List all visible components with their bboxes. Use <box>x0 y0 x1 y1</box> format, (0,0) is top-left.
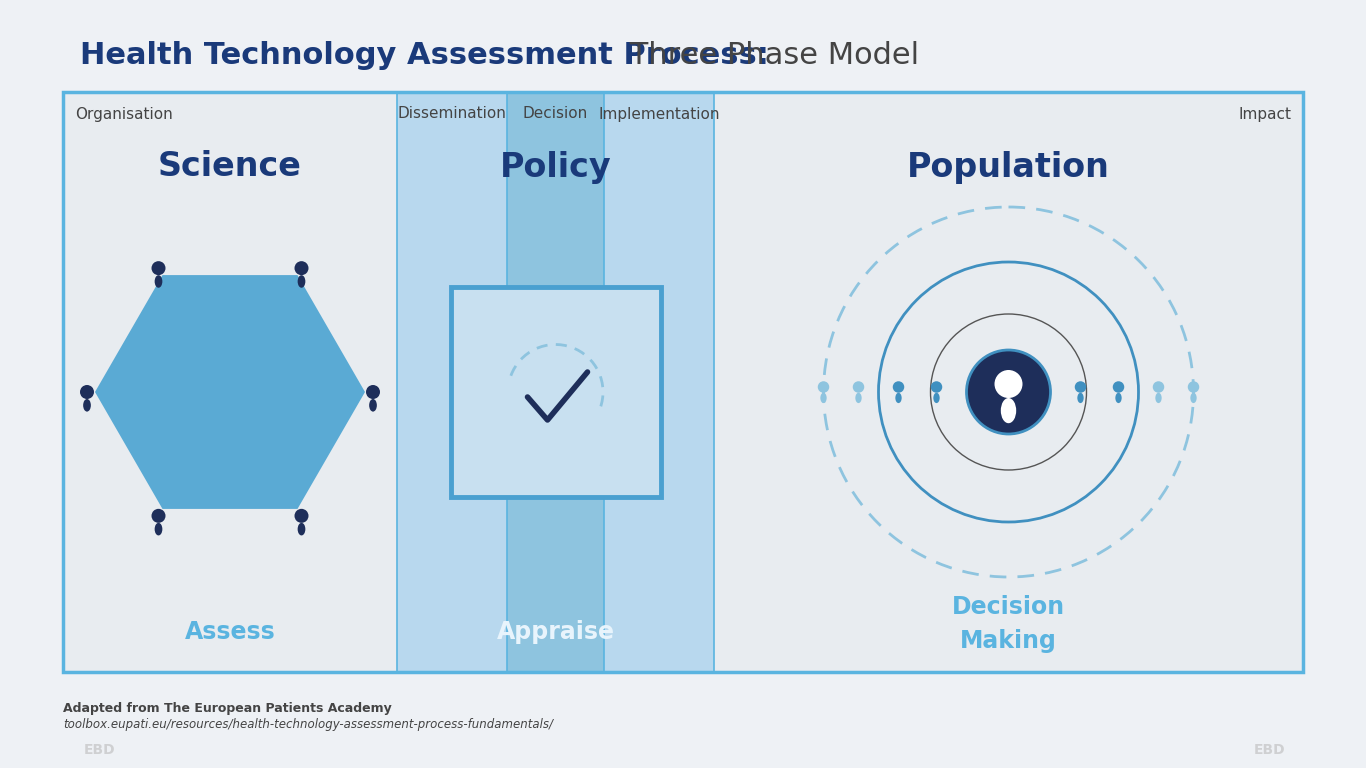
Text: Appraise: Appraise <box>496 620 615 644</box>
Bar <box>63 92 398 672</box>
Ellipse shape <box>933 392 940 403</box>
Text: Health Technology Assessment Process:: Health Technology Assessment Process: <box>81 41 769 69</box>
Text: Decision: Decision <box>523 107 589 121</box>
Ellipse shape <box>895 392 902 403</box>
Text: Science: Science <box>158 151 302 184</box>
Ellipse shape <box>369 399 377 412</box>
Circle shape <box>152 261 165 275</box>
Text: Organisation: Organisation <box>75 107 172 121</box>
Circle shape <box>295 261 309 275</box>
Circle shape <box>1188 381 1199 392</box>
Ellipse shape <box>298 523 306 535</box>
Circle shape <box>1113 381 1124 392</box>
Ellipse shape <box>821 392 826 403</box>
Ellipse shape <box>154 523 163 535</box>
Circle shape <box>967 350 1050 434</box>
Circle shape <box>994 370 1023 398</box>
Circle shape <box>1075 381 1086 392</box>
Text: Decision
Making: Decision Making <box>952 595 1065 653</box>
Circle shape <box>852 381 865 392</box>
Ellipse shape <box>83 399 92 412</box>
Circle shape <box>366 385 380 399</box>
Bar <box>451 287 661 497</box>
Circle shape <box>1153 381 1164 392</box>
Bar <box>63 92 1303 672</box>
Text: Assess: Assess <box>184 620 276 644</box>
Ellipse shape <box>1156 392 1161 403</box>
Text: Impact: Impact <box>1238 107 1291 121</box>
Ellipse shape <box>1001 398 1016 423</box>
Text: Three Phase Model: Three Phase Model <box>620 41 919 69</box>
Text: Population: Population <box>907 151 1111 184</box>
Ellipse shape <box>298 275 306 288</box>
Circle shape <box>152 509 165 523</box>
Text: toolbox.eupati.eu/resources/health-technology-assessment-process-fundamentals/: toolbox.eupati.eu/resources/health-techn… <box>63 718 553 731</box>
Bar <box>398 92 507 672</box>
Ellipse shape <box>154 275 163 288</box>
Circle shape <box>818 381 829 392</box>
Text: EBD: EBD <box>85 743 116 757</box>
Ellipse shape <box>1115 392 1121 403</box>
Ellipse shape <box>1078 392 1083 403</box>
Ellipse shape <box>1190 392 1197 403</box>
Bar <box>63 92 1303 672</box>
Bar <box>714 92 1303 672</box>
Circle shape <box>930 381 943 392</box>
Text: EBD: EBD <box>1254 743 1285 757</box>
Text: Implementation: Implementation <box>598 107 720 121</box>
Ellipse shape <box>855 392 862 403</box>
Circle shape <box>81 385 94 399</box>
Text: Dissemination: Dissemination <box>398 107 507 121</box>
Circle shape <box>893 381 904 392</box>
Bar <box>604 92 714 672</box>
Circle shape <box>295 509 309 523</box>
Bar <box>507 92 604 672</box>
Polygon shape <box>96 275 365 509</box>
Text: Adapted from The European Patients Academy: Adapted from The European Patients Acade… <box>63 702 392 715</box>
Text: Policy: Policy <box>500 151 612 184</box>
